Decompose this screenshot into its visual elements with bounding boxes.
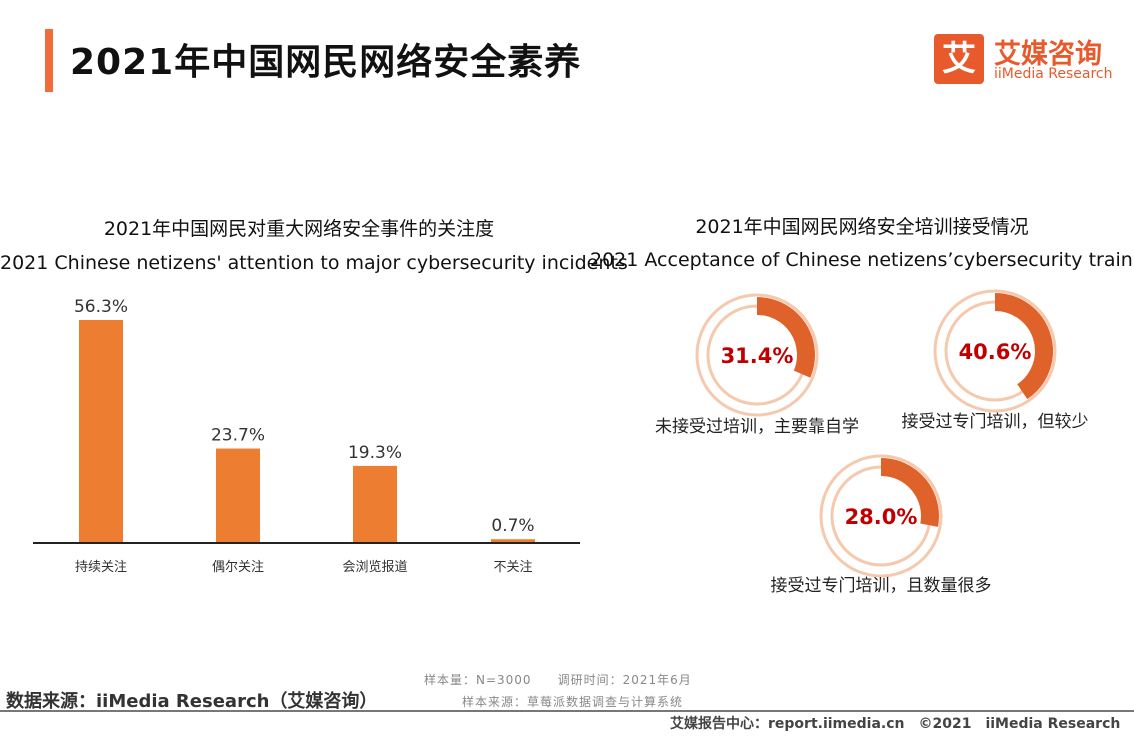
bar-value-label: 56.3% (74, 297, 128, 317)
copyright: 艾媒报告中心：report.iimedia.cn ©2021 iiMedia R… (670, 716, 1134, 732)
donut-chart-title-cn: 2021年中国网民网络安全培训接受情况 (695, 216, 1029, 238)
page-title: 2021年中国网民网络安全素养 (70, 42, 582, 83)
bar-category-label: 偶尔关注 (212, 560, 264, 575)
donut-outer-ring (695, 293, 819, 417)
logo-text-cn: 艾媒咨询 (994, 39, 1102, 70)
bar-value-label: 23.7% (211, 426, 265, 446)
donut-value-label: 31.4% (721, 344, 794, 368)
donut-value-label: 28.0% (845, 505, 918, 529)
title-accent-bar (45, 29, 53, 92)
bar-chart-title-cn: 2021年中国网民对重大网络安全事件的关注度 (103, 218, 495, 240)
donut-charts: 31.4% 未接受过培训，主要靠自学 40.6% 接受过专门培训，但较少 28.0% 接受… (655, 289, 1089, 596)
bar-3 (353, 465, 397, 542)
bar-value-label: 0.7% (491, 516, 534, 536)
bar-category-label: 不关注 (493, 560, 532, 575)
logo-mark: 艾 (934, 34, 984, 84)
donut-category-label: 接受过专门培训，且数量很多 (771, 576, 992, 596)
donut-category-label: 未接受过培训，主要靠自学 (655, 417, 859, 437)
sample-size-note: 样本量：N=3000 调研时间：2021年6月 (424, 673, 692, 687)
logo-text-en: iiMedia Research (994, 66, 1113, 82)
donut-outer-ring (819, 454, 943, 578)
bar-chart: 56.3% 持续关注 23.7% 偶尔关注 19.3% 会浏览报道 0.7% 不关注 (33, 297, 580, 575)
donut-value-label: 40.6% (959, 340, 1032, 364)
bar-1 (79, 320, 123, 542)
bar-value-label: 19.3% (348, 443, 402, 463)
bar-4 (491, 539, 535, 542)
bar-category-label: 会浏览报道 (342, 559, 407, 575)
bar-category-label: 持续关注 (75, 560, 127, 575)
donut-chart-title-en: 2021 Acceptance of Chinese netizens’cybe… (590, 249, 1134, 271)
donut-arc-2 (994, 293, 1053, 400)
donut-outer-ring (933, 289, 1057, 413)
logo: 艾 艾媒咨询 iiMedia Research (934, 30, 1119, 86)
sample-source-note: 样本来源：草莓派数据调查与计算系统 (462, 695, 684, 709)
donut-arc-1 (756, 297, 815, 378)
data-source: 数据来源：iiMedia Research（艾媒咨询） (6, 691, 378, 712)
bar-chart-title-en: 2021 Chinese netizens' attention to majo… (0, 252, 628, 274)
bar-2 (216, 448, 260, 542)
donut-arc-3 (880, 458, 939, 527)
footer-divider (0, 710, 1134, 712)
donut-category-label: 接受过专门培训，但较少 (902, 412, 1089, 432)
